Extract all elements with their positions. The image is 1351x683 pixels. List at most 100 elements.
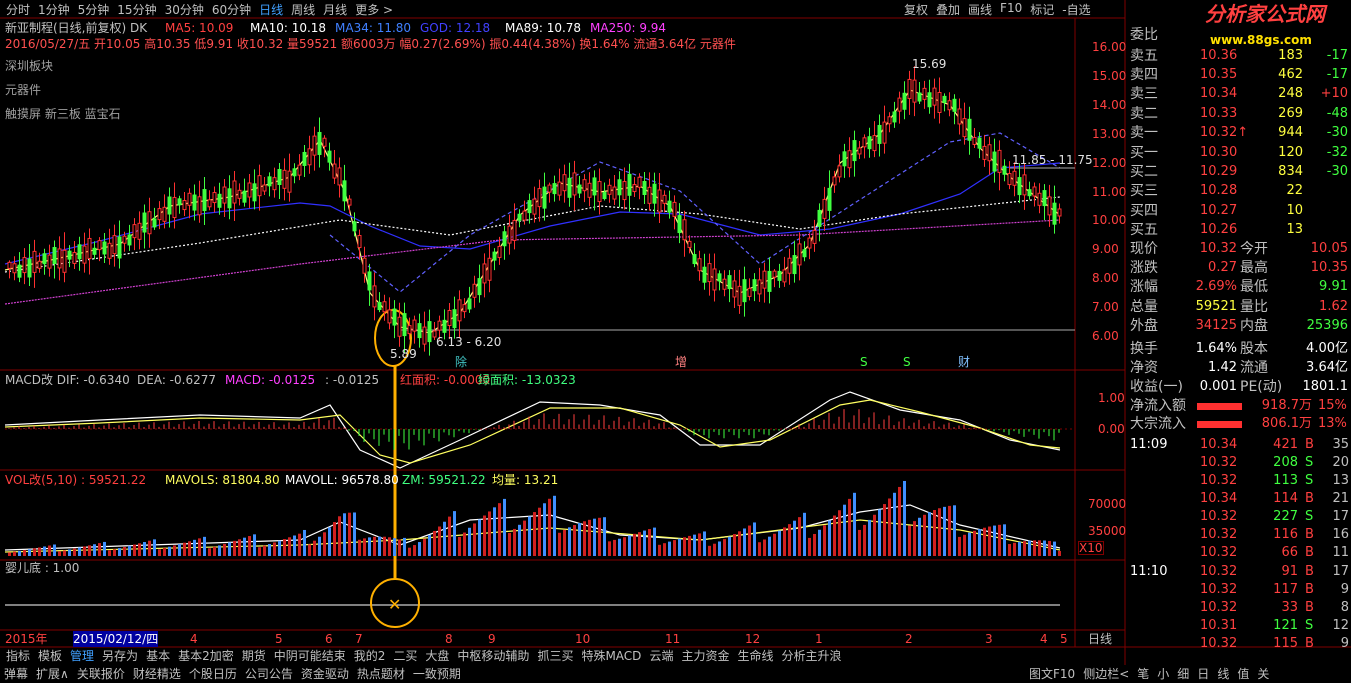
period-tab[interactable]: 更多 > [355,3,394,17]
volume-bar [323,532,326,556]
status-tab[interactable]: 弹幕 [4,667,29,681]
volume-bar [238,539,241,556]
tick-volume: 116 [1273,527,1298,542]
period-tab[interactable]: 1分钟 [38,3,70,17]
indicator-tab[interactable]: 云端 [649,649,674,663]
candle-body [532,198,537,215]
volume-bar [278,540,281,556]
indicator-tab[interactable]: 中阴可能结束 [273,649,346,663]
tool-button[interactable]: 画线 [968,3,993,17]
volume-bar [523,520,526,556]
price-axis-label: 15.00 [1092,68,1127,83]
tick-side: S [1305,509,1314,524]
indicator-tab[interactable]: 指标 [6,649,31,663]
volume-bar [663,543,666,556]
candle-body [992,151,997,172]
indicator-tab[interactable]: 大盘 [425,649,450,663]
tool-button[interactable]: 叠加 [936,3,961,17]
status-tab[interactable]: 财经精选 [132,667,181,681]
status-tab[interactable]: 个股日历 [188,667,237,681]
indicator-tab[interactable]: 管理 [70,649,95,663]
date-label: 2015年 [5,632,48,646]
candle-body [612,186,617,200]
status-tab[interactable]: 侧边栏< [1083,667,1130,681]
volume-bar [668,541,671,556]
indicator-tab[interactable]: 模板 [38,649,63,663]
indicator-tab[interactable]: 二买 [393,649,418,663]
candle-body [757,279,762,295]
candle-body [132,224,137,239]
period-tab[interactable]: 60分钟 [211,3,252,17]
period-tab[interactable]: 15分钟 [117,3,157,17]
candle-body [427,321,432,343]
book-volume: 183 [1278,48,1303,63]
candle-body [937,91,942,113]
period-tab[interactable]: 月线 [323,3,348,17]
status-tab[interactable]: 日 [1197,667,1210,681]
status-tab[interactable]: 细 [1177,667,1190,681]
candle-body [267,176,272,187]
tool-button[interactable]: F10 [1000,1,1023,15]
candle-body [422,326,427,345]
status-tab[interactable]: 关 [1257,667,1270,681]
vol-label: 均量: 13.21 [492,473,559,487]
volume-bar [133,544,136,556]
volume-bar [243,537,246,556]
status-tab[interactable]: 公司公告 [244,667,293,681]
flow-percent: 13% [1318,416,1347,431]
status-tab[interactable]: 小 [1157,667,1170,681]
indicator-tab[interactable]: 生命线 [737,649,774,663]
ma-label: GOD: 12.18 [420,21,491,35]
candle-body [797,243,802,266]
status-tab[interactable]: 资金驱动 [300,667,349,681]
volume-bar [858,529,861,556]
candle-body [672,201,677,217]
status-tab[interactable]: 一致预期 [412,667,461,681]
indicator-tab[interactable]: 基本2加密 [178,649,234,663]
tool-button[interactable]: 复权 [904,3,929,17]
status-tab[interactable]: 线 [1217,667,1230,681]
period-tab[interactable]: 30分钟 [164,3,204,17]
tool-button[interactable]: 标记 [1030,3,1055,17]
candle-body [217,193,222,208]
candle-body [497,245,502,258]
book-side: 买二 [1130,164,1158,181]
period-tab[interactable]: 日线 [259,3,284,17]
candle-body [897,97,902,112]
tick-price: 10.32 [1200,527,1238,542]
indicator-tab[interactable]: 基本 [146,649,171,663]
tool-button[interactable]: -自选 [1062,3,1091,17]
date-label: 6 [325,632,333,646]
status-tab[interactable]: 扩展∧ [36,667,69,681]
indicator-tab[interactable]: 另存为 [102,649,139,663]
indicator-tab[interactable]: 我的2 [353,649,386,663]
indicator-tab[interactable]: 期货 [241,649,266,663]
period-tab[interactable]: 周线 [291,3,316,17]
status-tab[interactable]: 热点题材 [356,667,405,681]
candle-body [37,260,42,269]
candle-body [882,121,887,144]
tick-price: 10.32 [1200,545,1238,560]
indicator-tab[interactable]: 主力资金 [681,649,730,663]
price-axis-label: 11.00 [1092,184,1127,199]
indicator-tab[interactable]: 特殊MACD [581,649,642,663]
period-tab[interactable]: 分时 [6,3,31,17]
book-price: 10.32↑ [1200,124,1249,140]
status-tab[interactable]: 关联报价 [76,667,125,681]
status-tab[interactable]: 值 [1237,667,1250,681]
indicator-tab[interactable]: 中枢移动辅助 [457,649,530,663]
indicator-tab[interactable]: 抓三买 [537,649,574,663]
volume-bar [823,525,826,556]
period-tab[interactable]: 5分钟 [77,3,110,17]
status-tab[interactable]: 图文F10 [1029,667,1076,681]
candle-body [952,98,957,112]
volume-bar [233,540,236,556]
volume-bar [98,543,101,556]
candle-body [397,316,402,337]
macd-label: MACD: -0.0125 [225,373,316,387]
volume-bar [613,539,616,556]
indicator-tab[interactable]: 分析主升浪 [781,649,842,663]
status-tab[interactable]: 笔 [1137,667,1150,681]
volume-bar [648,529,651,556]
price-annotation: 5.89 [390,347,417,361]
